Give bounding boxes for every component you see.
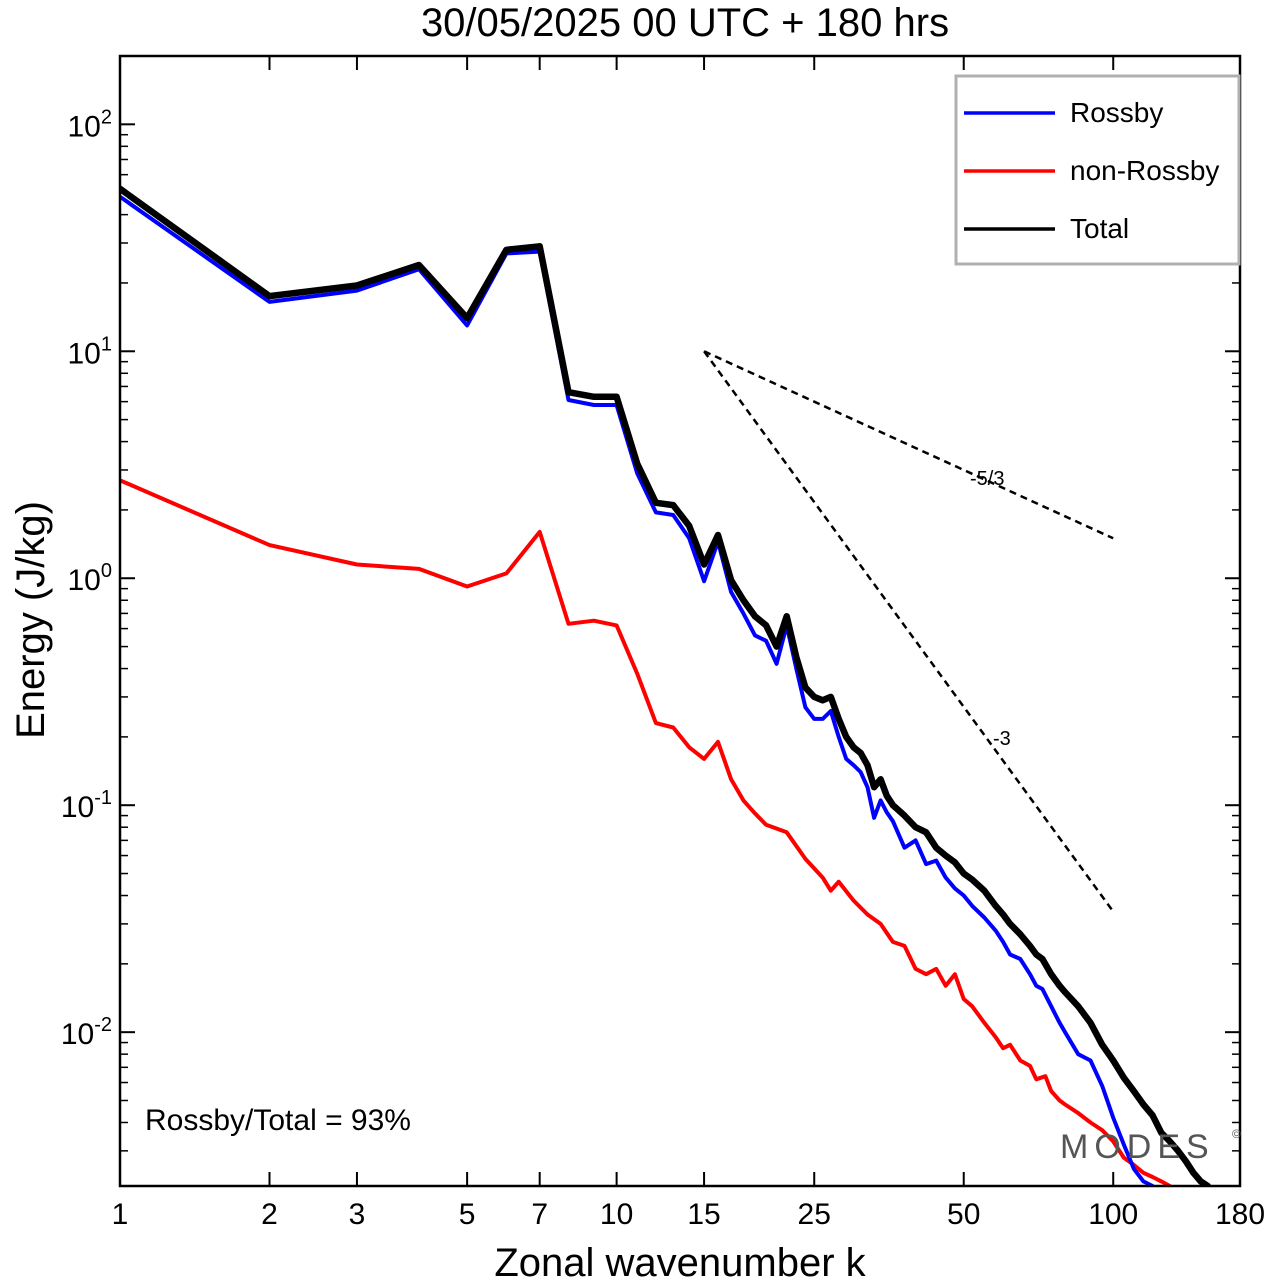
- legend-label-rossby: Rossby: [1070, 97, 1163, 128]
- x-tick-label: 1: [112, 1198, 129, 1231]
- modes-logo: MODES ©: [1060, 1127, 1241, 1166]
- x-tick-label: 50: [947, 1198, 980, 1231]
- y-tick-label: 100: [68, 560, 113, 597]
- reference-line-minus-3: [703, 350, 1115, 913]
- y-tick-label: 10-1: [61, 787, 112, 824]
- x-tick-label: 100: [1088, 1198, 1138, 1231]
- ratio-annotation: Rossby/Total = 93%: [145, 1104, 411, 1137]
- reference-line-label: -3: [993, 728, 1011, 750]
- x-tick-label: 25: [798, 1198, 831, 1231]
- x-tick-label: 2: [261, 1198, 278, 1231]
- series-line-rossby: [120, 194, 1155, 1186]
- x-tick-label: 10: [600, 1198, 633, 1231]
- reference-line-label: -5/3: [970, 468, 1004, 490]
- x-tick-label: 7: [531, 1198, 548, 1231]
- copyright-mark: ©: [1232, 1127, 1241, 1141]
- plot-frame: [118, 54, 1242, 1188]
- y-tick-label: 101: [68, 333, 113, 370]
- x-tick-label: 5: [459, 1198, 476, 1231]
- series-line-non-rossby: [120, 478, 1172, 1186]
- x-axis-label: Zonal wavenumber k: [494, 1241, 866, 1281]
- legend-label-total: Total: [1070, 213, 1129, 244]
- plot-marks: [120, 185, 1211, 1186]
- series-line-total: [120, 185, 1211, 1186]
- chart-title: 30/05/2025 00 UTC + 180 hrs: [421, 1, 949, 45]
- legend-label-non-rossby: non-Rossby: [1070, 155, 1219, 186]
- y-tick-label: 10-2: [61, 1014, 112, 1051]
- modes-watermark: MODES: [1060, 1128, 1215, 1166]
- reference-line-minus-5-3: [703, 350, 1114, 540]
- x-tick-label: 3: [349, 1198, 366, 1231]
- x-tick-label: 15: [687, 1198, 720, 1231]
- legend: Rossby non-Rossby Total: [954, 74, 1241, 266]
- y-tick-label: 102: [68, 106, 113, 143]
- y-axis-label: Energy (J/kg): [9, 501, 53, 739]
- x-tick-label: 180: [1215, 1198, 1265, 1231]
